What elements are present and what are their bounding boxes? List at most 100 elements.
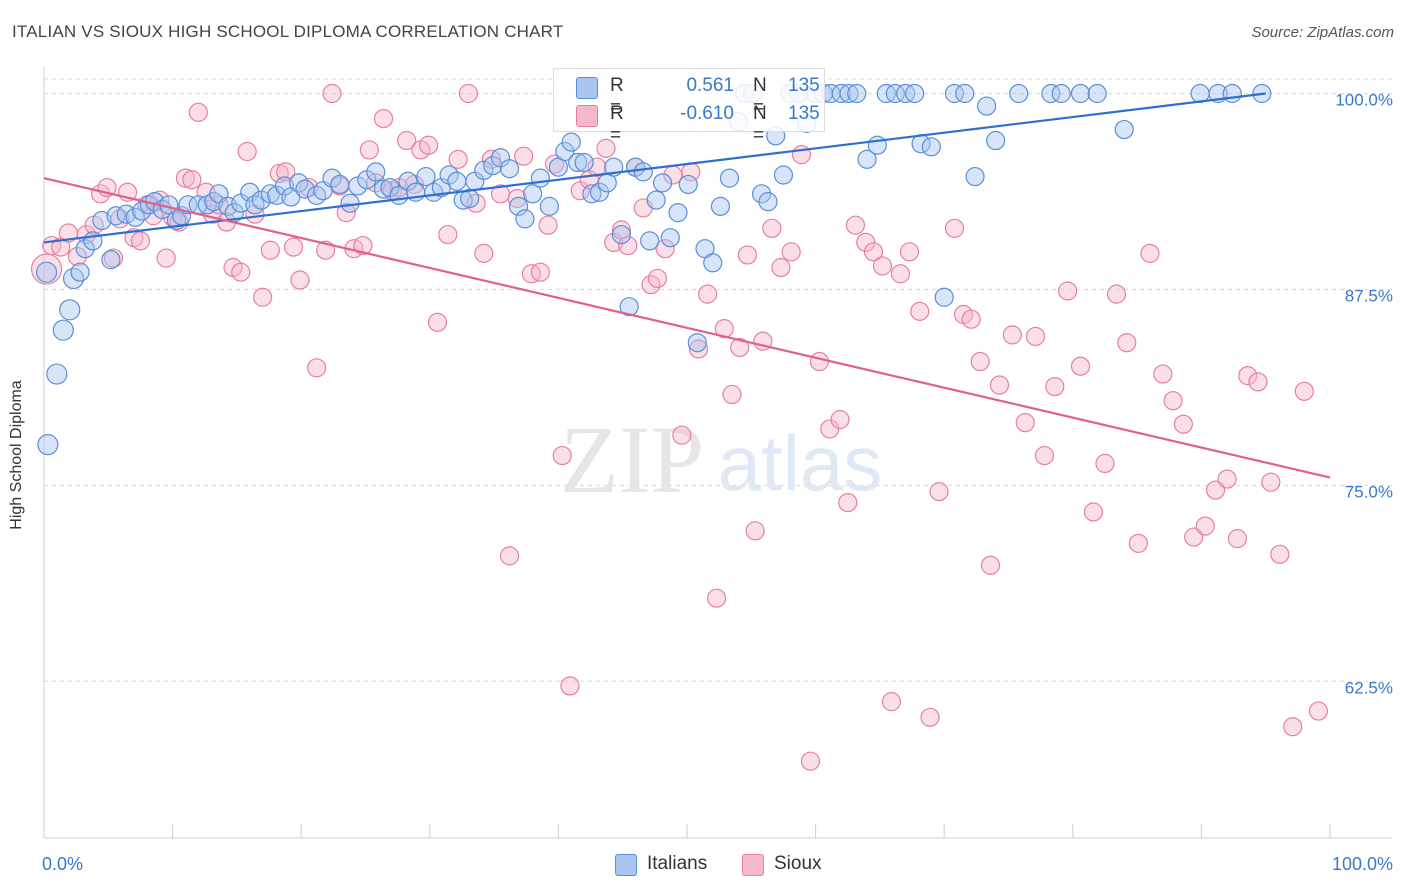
sioux-point [596,138,616,158]
sioux-point [427,312,448,332]
sioux-point [745,521,765,541]
watermark-atlas: atlas [718,419,883,507]
sioux-point [538,215,558,235]
sioux-point [1227,529,1248,549]
y-tick-label: 100.0% [1335,91,1393,110]
italians-point [668,203,688,223]
watermark: ZIP atlas [560,406,882,513]
sioux-point [438,224,458,245]
sioux-point [1117,333,1137,353]
sioux-point [1058,281,1078,301]
italians-point [92,210,112,231]
sioux-point [182,170,202,190]
sioux-point [1217,469,1237,489]
italians-point [652,173,673,193]
italians-point [921,137,941,157]
legend-n-value: 135 [788,103,820,124]
legend-n-label: N = [753,75,767,118]
legend-n-value: 135 [788,75,820,96]
chart-title: ITALIAN VS SIOUX HIGH SCHOOL DIPLOMA COR… [12,22,564,41]
italians-point [530,168,550,188]
italians-point [773,165,794,185]
series-swatch-italians [615,854,637,876]
sioux-point [458,83,478,104]
sioux-point [980,555,1001,575]
sioux-point [1002,325,1022,345]
italians-point [710,196,731,216]
sioux-point [1163,391,1183,411]
sioux-point [359,140,379,160]
sioux-point [1261,472,1281,492]
x-tick-label: 0.0% [42,854,83,874]
sioux-point [830,409,850,430]
sioux-point [771,257,791,278]
italians-point [132,201,152,221]
sioux-point [560,676,580,696]
sioux-point [872,256,893,276]
sioux-point [863,242,884,262]
sioux-point [688,339,709,359]
axes-layer [43,66,1392,839]
sioux-point [672,425,692,445]
tick-labels: 100.0% 87.5% 75.0% 62.5% 0.0% 100.0% [42,91,1393,874]
y-tick-label: 75.0% [1345,482,1393,501]
italians-point [366,162,386,182]
sioux-points [30,83,1329,771]
sioux-point [283,237,304,257]
italians-point [1222,83,1242,104]
sioux-point [781,242,801,262]
italians-point [474,160,494,180]
sioux-point [618,235,638,256]
italians-point [52,319,74,341]
legend-r-value: -0.610 [680,103,734,124]
italians-point [831,83,851,104]
sioux-point [730,337,750,358]
sioux-point [1173,414,1193,434]
sioux-point [552,445,572,466]
italians-point [568,152,588,173]
sioux-point [1083,502,1103,522]
sioux-point [920,707,940,727]
sioux-point [1283,717,1303,737]
italians-point [106,206,126,226]
italians-trend-line [43,92,1266,244]
italians-point [46,363,68,385]
sioux-point [762,218,782,238]
legend-r-value: 0.561 [686,75,734,96]
italians-point [483,156,503,176]
italians-point [330,174,350,195]
series-legend: Italians Sioux [0,852,1406,878]
italians-point [1009,83,1029,104]
sioux-point [1015,413,1035,433]
italians-point [751,184,772,204]
sioux-point [1248,372,1268,392]
series-swatch-sioux [742,854,764,876]
series-label-italians: Italians [647,853,708,874]
italians-point [646,190,666,210]
italians-point [555,141,575,162]
sioux-point [809,351,830,372]
italians-point [582,184,602,204]
italians-point [274,176,295,196]
sioux-point [231,262,251,282]
italians-point [847,83,867,104]
italians-point [574,152,594,173]
sioux-point [647,268,668,289]
italians-point [322,168,342,188]
sioux-point [697,284,718,304]
legend-swatch-sioux [576,105,598,127]
sioux-point [1025,326,1046,347]
italians-point [1087,83,1107,104]
legend-r-label: R = [610,103,624,146]
sioux-point [970,351,990,372]
italians-point [703,253,723,273]
italians-point [523,184,543,204]
sioux-point [188,102,208,122]
sioux-point [130,231,151,251]
y-tick-label: 62.5% [1345,678,1393,697]
sioux-point [269,163,289,184]
sioux-point [838,492,858,513]
sioux-point [276,162,296,182]
sioux-point [845,215,866,235]
sioux-point [890,264,911,284]
